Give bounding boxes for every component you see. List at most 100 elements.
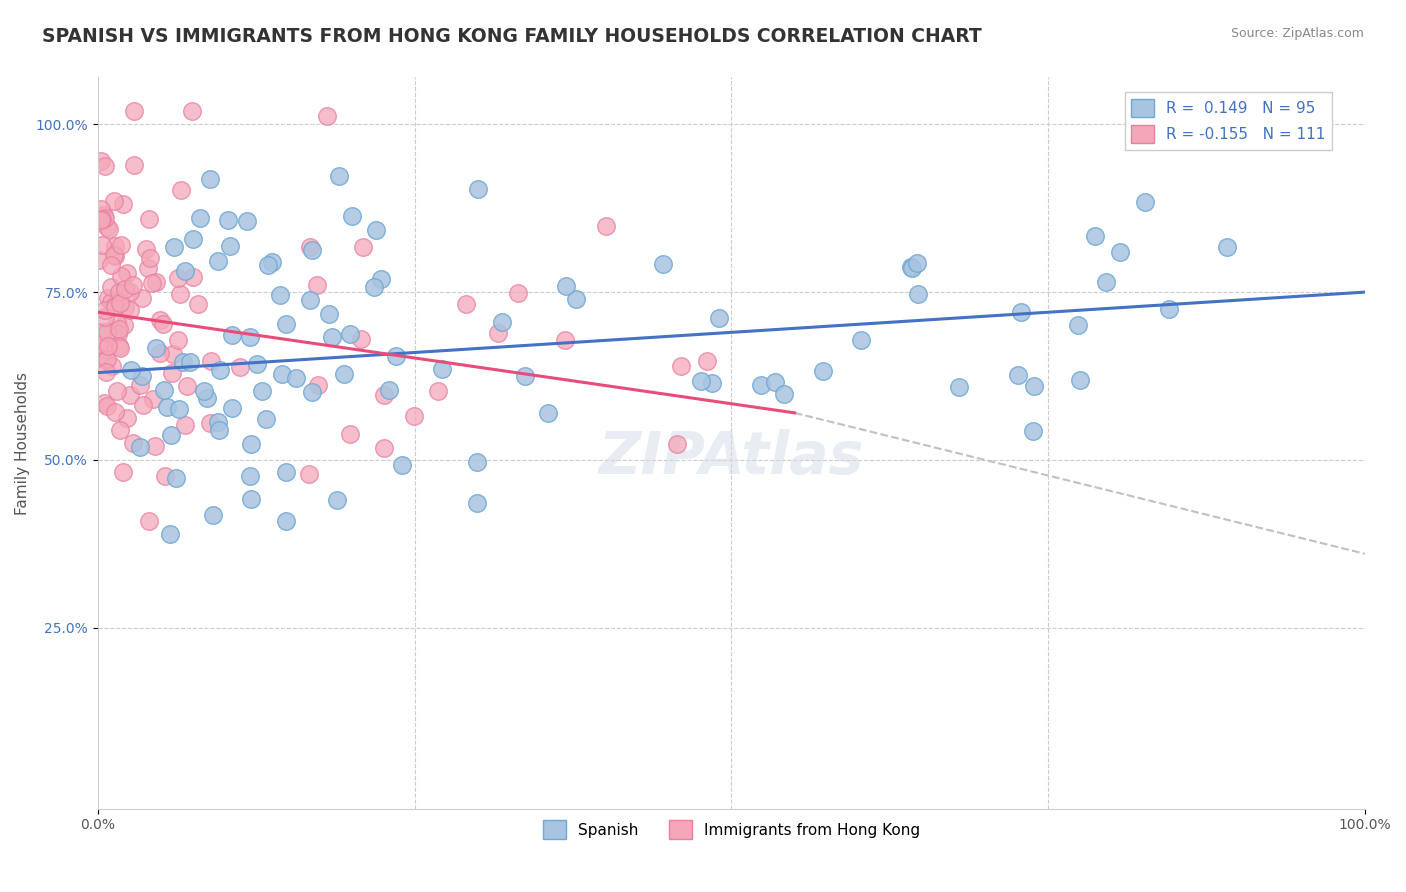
Point — [108, 341, 131, 355]
Point — [252, 384, 274, 398]
Point — [172, 355, 194, 369]
Point — [1216, 240, 1239, 254]
Point — [207, 415, 229, 429]
Point — [162, 347, 184, 361]
Point — [187, 297, 209, 311]
Point — [384, 349, 406, 363]
Point — [107, 327, 129, 342]
Point — [773, 386, 796, 401]
Point — [565, 292, 588, 306]
Point — [128, 440, 150, 454]
Text: SPANISH VS IMMIGRANTS FROM HONG KONG FAMILY HOUSEHOLDS CORRELATION CHART: SPANISH VS IMMIGRANTS FROM HONG KONG FAM… — [42, 27, 981, 45]
Point — [176, 379, 198, 393]
Point — [96, 220, 118, 235]
Point — [121, 435, 143, 450]
Point — [122, 103, 145, 118]
Point — [1022, 424, 1045, 438]
Point — [339, 426, 361, 441]
Point — [103, 299, 125, 313]
Point — [101, 324, 124, 338]
Point — [104, 405, 127, 419]
Point — [169, 287, 191, 301]
Point — [183, 232, 205, 246]
Point — [131, 369, 153, 384]
Point — [299, 293, 322, 307]
Point — [100, 280, 122, 294]
Point — [239, 469, 262, 483]
Point — [1084, 229, 1107, 244]
Point — [900, 260, 922, 275]
Point — [155, 469, 177, 483]
Point — [363, 280, 385, 294]
Point — [93, 310, 115, 325]
Point — [131, 291, 153, 305]
Point — [229, 360, 252, 375]
Point — [110, 269, 132, 284]
Point — [149, 345, 172, 359]
Point — [260, 255, 283, 269]
Point — [165, 470, 187, 484]
Point — [114, 300, 136, 314]
Point — [301, 385, 323, 400]
Point — [94, 159, 117, 173]
Point — [129, 378, 152, 392]
Point — [402, 409, 425, 424]
Point — [167, 401, 190, 416]
Point — [118, 285, 141, 299]
Point — [301, 243, 323, 257]
Point — [143, 439, 166, 453]
Point — [696, 354, 718, 368]
Point — [97, 339, 120, 353]
Point — [91, 212, 114, 227]
Point — [430, 362, 453, 376]
Point — [100, 258, 122, 272]
Point — [112, 197, 135, 211]
Point — [326, 492, 349, 507]
Point — [163, 240, 186, 254]
Point — [200, 172, 222, 186]
Point — [103, 300, 125, 314]
Point — [537, 406, 560, 420]
Point — [188, 211, 211, 225]
Point — [554, 333, 576, 347]
Point — [270, 367, 292, 381]
Point — [454, 297, 477, 311]
Point — [117, 266, 139, 280]
Point — [152, 317, 174, 331]
Point — [139, 251, 162, 265]
Point — [905, 256, 928, 270]
Point — [948, 380, 970, 394]
Point — [298, 467, 321, 481]
Point — [108, 322, 131, 336]
Point — [111, 465, 134, 479]
Point — [218, 212, 240, 227]
Point — [207, 254, 229, 268]
Point — [103, 248, 125, 262]
Point — [328, 169, 350, 184]
Point — [118, 388, 141, 402]
Point — [96, 352, 118, 367]
Point — [849, 333, 872, 347]
Point — [307, 378, 329, 392]
Point — [90, 202, 112, 216]
Point — [690, 374, 713, 388]
Point — [115, 411, 138, 425]
Point — [373, 441, 395, 455]
Text: Source: ZipAtlas.com: Source: ZipAtlas.com — [1230, 27, 1364, 40]
Point — [173, 263, 195, 277]
Point — [159, 526, 181, 541]
Point — [651, 257, 673, 271]
Point — [1010, 305, 1032, 319]
Point — [94, 353, 117, 368]
Point — [465, 455, 488, 469]
Point — [89, 252, 111, 267]
Point — [321, 330, 343, 344]
Point — [340, 209, 363, 223]
Point — [104, 249, 127, 263]
Point — [515, 368, 537, 383]
Point — [218, 239, 240, 253]
Point — [254, 411, 277, 425]
Point — [94, 303, 117, 318]
Point — [181, 269, 204, 284]
Point — [274, 317, 297, 331]
